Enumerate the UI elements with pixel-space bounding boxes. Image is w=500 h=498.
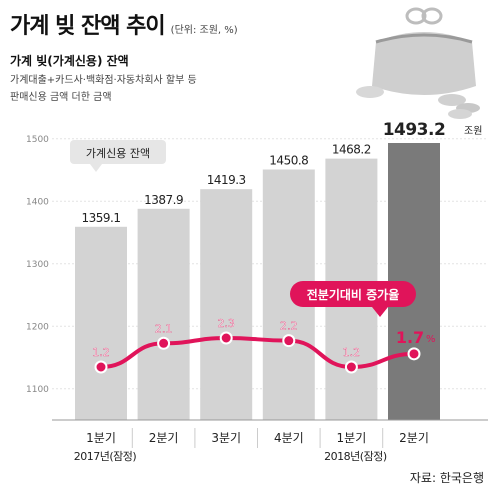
growth-rate-label-4: 1.2 bbox=[343, 346, 361, 359]
x-tick-label-0: 1분기 bbox=[86, 431, 116, 445]
bar-value-unit: 조원 bbox=[464, 125, 482, 137]
year-label-2017: 2017년(잠정) bbox=[74, 450, 137, 463]
bar-value-label-5: 1493.2 bbox=[383, 120, 446, 140]
bar-value-label-2: 1419.3 bbox=[207, 173, 246, 187]
growth-rate-point-4 bbox=[344, 360, 358, 374]
bar-value-label-3: 1450.8 bbox=[269, 154, 308, 168]
bar-0 bbox=[75, 226, 127, 420]
growth-rate-label-2: 2.3 bbox=[217, 317, 235, 330]
growth-rate-unit: % bbox=[426, 334, 436, 345]
y-tick-label: 1400 bbox=[26, 197, 49, 207]
bar-value-label-1: 1387.9 bbox=[144, 193, 183, 207]
y-tick-label: 1100 bbox=[26, 385, 49, 395]
bar-1 bbox=[137, 208, 190, 420]
growth-rate-label-3: 2.2 bbox=[280, 320, 298, 333]
bar-value-label-4: 1468.2 bbox=[332, 143, 371, 157]
growth-rate-label-1: 2.1 bbox=[155, 322, 173, 335]
description-line-1: 가계대출+카드사·백화점·자동차회사 할부 등 bbox=[10, 75, 197, 86]
growth-rate-point-3 bbox=[282, 334, 296, 348]
x-tick-label-1: 2분기 bbox=[149, 431, 179, 445]
y-tick-label: 1500 bbox=[26, 135, 49, 145]
bar-value-label-0: 1359.1 bbox=[82, 211, 121, 225]
bar-callout-box bbox=[70, 140, 166, 164]
bar-callout-label: 가계신용 잔액 bbox=[86, 147, 150, 160]
growth-rate-point-1 bbox=[157, 336, 171, 350]
description-block: 가계 빚(가계신용) 잔액 가계대출+카드사·백화점·자동차회사 할부 등 판매… bbox=[10, 52, 197, 103]
year-label-2018: 2018년(잠정) bbox=[324, 450, 387, 463]
description-title: 가계 빚(가계신용) 잔액 bbox=[10, 54, 129, 68]
line-callout-box bbox=[290, 281, 416, 307]
bar-callout-pointer bbox=[90, 164, 102, 172]
source-label: 자료: 한국은행 bbox=[409, 471, 484, 485]
coin-purse-illustration bbox=[356, 7, 480, 119]
line-callout-pointer bbox=[372, 307, 388, 317]
x-tick-label-2: 3분기 bbox=[211, 431, 241, 445]
growth-rate-point-2 bbox=[219, 331, 233, 345]
title-block: 가계 빚 잔액 추이 (단위: 조원, %) bbox=[10, 8, 238, 40]
line-callout-label: 전분기대비 증가율 bbox=[307, 287, 400, 302]
unit-label: (단위: 조원, %) bbox=[170, 25, 238, 36]
growth-rate-label-5: 1.7 bbox=[396, 328, 424, 347]
growth-rate-point-0 bbox=[94, 360, 108, 374]
description-line-2: 판매신용 금액 더한 금액 bbox=[10, 92, 112, 103]
x-tick-label-3: 4분기 bbox=[274, 431, 304, 445]
x-tick-label-4: 1분기 bbox=[337, 431, 367, 445]
y-tick-label: 1300 bbox=[26, 260, 49, 270]
chart-title: 가계 빚 잔액 추이 bbox=[10, 14, 166, 39]
x-tick-label-5: 2분기 bbox=[399, 431, 429, 445]
bar-2 bbox=[200, 189, 253, 420]
growth-rate-point-5 bbox=[407, 347, 421, 361]
y-tick-label: 1200 bbox=[26, 322, 49, 332]
growth-rate-label-0: 1.2 bbox=[92, 346, 110, 359]
